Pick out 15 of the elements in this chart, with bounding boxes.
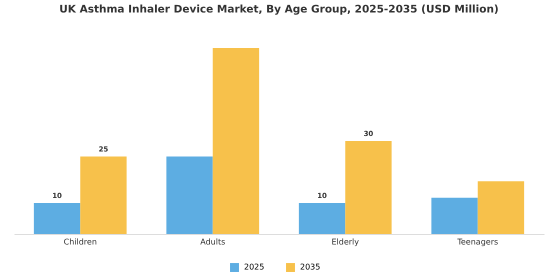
bar <box>431 198 478 234</box>
bar <box>80 156 127 234</box>
bar <box>212 48 260 234</box>
bar <box>345 141 392 234</box>
legend-label: 2035 <box>300 262 320 272</box>
x-tick-label: Children <box>64 238 97 246</box>
bar <box>478 181 524 234</box>
bar <box>34 203 80 234</box>
chart-title: UK Asthma Inhaler Device Market, By Age Group, 2025-2035 (USD Million) <box>59 4 499 16</box>
x-tick-label: Elderly <box>331 238 360 246</box>
legend-label: 2025 <box>244 262 264 272</box>
x-tick-label: Adults <box>200 238 226 246</box>
bar <box>166 156 213 234</box>
bar <box>298 203 346 234</box>
x-tick-label: Teenagers <box>456 238 498 246</box>
